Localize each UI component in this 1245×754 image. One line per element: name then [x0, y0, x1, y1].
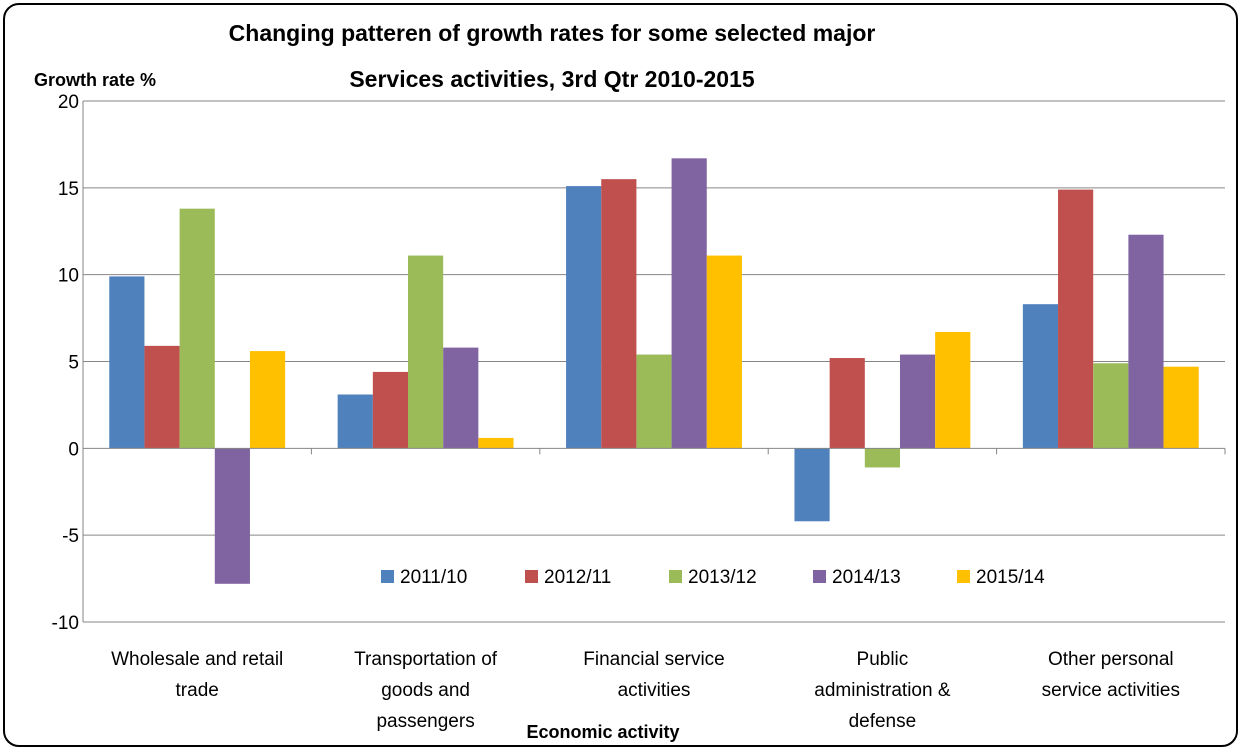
x-category-label: goods and [381, 680, 470, 701]
x-category-label: Transportation of [354, 649, 498, 670]
legend-swatch [813, 570, 826, 583]
axes [82, 101, 1226, 622]
legend-label: 2014/13 [832, 567, 901, 588]
x-category-label: trade [176, 680, 219, 701]
bar-2015-14-cat-4 [1163, 366, 1199, 449]
y-tick-label: 0 [68, 439, 79, 460]
legend-swatch [381, 570, 394, 583]
bar-2013-12-cat-2 [636, 354, 672, 449]
labels: Changing patteren of growth rates for so… [34, 20, 1180, 742]
bar-2015-14-cat-1 [478, 437, 514, 449]
chart-title-line-2: Services activities, 3rd Qtr 2010-2015 [349, 66, 755, 92]
x-category-label: Other personal [1048, 649, 1174, 670]
y-tick-label: 15 [58, 179, 79, 200]
x-category-label: administration & [814, 680, 951, 701]
bar-2014-13-cat-2 [671, 158, 707, 449]
legend-label: 2012/11 [544, 567, 611, 588]
bar-2012-11-cat-1 [372, 371, 409, 449]
bar-2011-10-cat-4 [1022, 304, 1059, 449]
bar-2013-12-cat-4 [1093, 363, 1129, 449]
y-tick-label: -5 [62, 526, 79, 547]
x-category-label: Public [857, 649, 909, 670]
y-tick-label: 10 [58, 266, 79, 287]
bar-2015-14-cat-0 [249, 351, 286, 449]
chart-title-line-1: Changing patteren of growth rates for so… [229, 20, 876, 46]
bar-2015-14-cat-3 [935, 331, 971, 449]
bar-2011-10-cat-1 [337, 394, 373, 449]
x-category-label: service activities [1042, 680, 1180, 701]
legend-label: 2011/10 [400, 567, 467, 588]
y-tick-label: -10 [52, 613, 79, 634]
y-tick-label: 20 [58, 92, 79, 113]
bar-2011-10-cat-3 [794, 448, 830, 522]
y-tick-label: 5 [68, 353, 79, 374]
legend-swatch [669, 570, 682, 583]
y-axis-title: Growth rate % [34, 70, 156, 90]
legend-swatch [957, 570, 970, 583]
bar-2013-12-cat-0 [179, 208, 215, 449]
bars [109, 158, 1199, 584]
legend-label: 2015/14 [976, 567, 1045, 588]
legend-swatch [525, 570, 538, 583]
x-category-label: Wholesale and retail [111, 649, 283, 670]
bar-2012-11-cat-4 [1058, 189, 1094, 449]
bar-2014-13-cat-4 [1128, 234, 1164, 449]
x-category-label: defense [849, 711, 917, 732]
bar-2011-10-cat-0 [109, 276, 145, 449]
x-axis-title: Economic activity [526, 722, 679, 742]
bar-2011-10-cat-2 [566, 186, 602, 449]
legend-label: 2013/12 [688, 567, 757, 588]
bar-2014-13-cat-1 [443, 347, 479, 449]
bar-2013-12-cat-3 [864, 448, 900, 468]
x-category-label: passengers [376, 711, 474, 732]
bar-2015-14-cat-2 [706, 255, 742, 449]
legend: 2011/10 2012/11 2013/12 2014/13 2015/14 [381, 567, 1045, 588]
bar-2012-11-cat-2 [601, 179, 637, 449]
bar-2012-11-cat-0 [144, 345, 180, 449]
x-category-label: Financial service [583, 649, 725, 670]
bar-2014-13-cat-3 [899, 354, 936, 449]
bar-2012-11-cat-3 [829, 358, 865, 449]
x-category-label: activities [618, 680, 691, 701]
bar-2013-12-cat-1 [408, 255, 444, 449]
bar-2014-13-cat-0 [214, 448, 250, 584]
